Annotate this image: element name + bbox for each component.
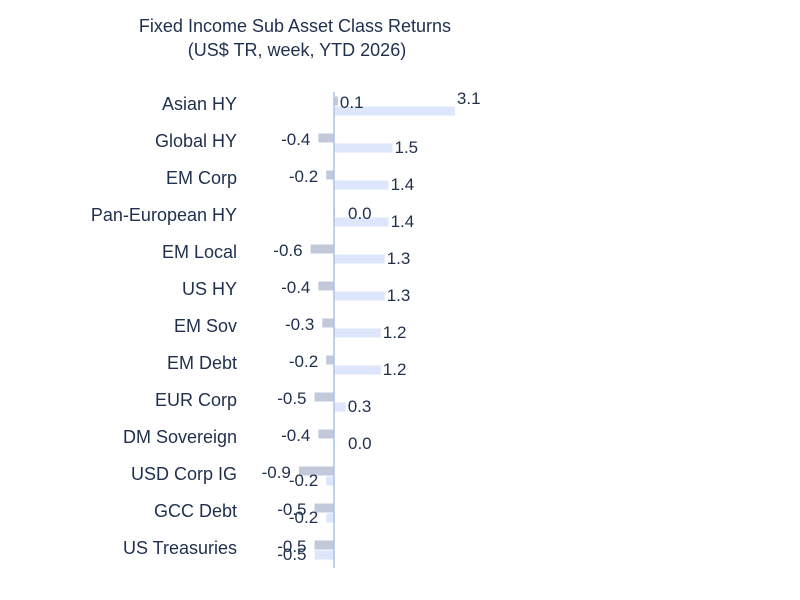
bar-series-1 [298, 466, 334, 476]
bar-series-2 [334, 291, 385, 301]
bar-series-2 [334, 217, 389, 227]
value-label-series-1: -0.4 [281, 278, 310, 297]
bar-series-1 [326, 170, 334, 180]
bar-series-2 [334, 106, 455, 116]
bar-series-1 [314, 392, 334, 402]
bar-series-1 [314, 503, 334, 513]
value-label-series-1: -0.6 [273, 241, 302, 260]
value-label-series-2: -0.2 [289, 471, 318, 490]
value-label-series-1: -0.2 [289, 352, 318, 371]
bar-series-2 [334, 254, 385, 264]
value-label-series-2: 1.3 [387, 249, 411, 268]
bar-series-2 [334, 402, 346, 412]
bar-series-1 [310, 244, 334, 254]
category-label: USD Corp IG [131, 464, 237, 484]
value-label-series-1: -0.4 [281, 426, 310, 445]
chart-title: Fixed Income Sub Asset Class Returns [139, 16, 451, 36]
category-label: EM Sov [174, 316, 237, 336]
bar-series-2 [314, 550, 334, 560]
category-label: US Treasuries [123, 538, 237, 558]
category-label: EUR Corp [155, 390, 237, 410]
value-label-series-2: 3.1 [457, 89, 481, 108]
value-label-series-1: -0.2 [289, 167, 318, 186]
bar-series-2 [326, 513, 334, 523]
bar-series-2 [334, 365, 381, 375]
labels-layer: Asian HY 0.1 3.1 Global HY -0.4 1.5 EM Corp -0.… [91, 89, 481, 564]
bar-series-1 [318, 429, 334, 439]
value-label-series-1: -0.9 [262, 463, 291, 482]
value-label-series-2: -0.5 [277, 545, 306, 564]
category-label: EM Corp [166, 168, 237, 188]
value-label-series-2: 1.4 [391, 175, 415, 194]
value-label-series-1: -0.5 [277, 537, 306, 556]
chart-subtitle: (US$ TR, week, YTD 2026) [188, 40, 406, 60]
value-label-series-2: -0.2 [289, 508, 318, 527]
value-label-series-2: 0.0 [348, 434, 372, 453]
value-label-series-1: 0.0 [348, 204, 372, 223]
bar-series-1 [334, 96, 338, 106]
value-label-series-2: 0.3 [348, 397, 372, 416]
value-label-series-1: -0.4 [281, 130, 310, 149]
bar-series-2 [326, 476, 334, 486]
category-label: US HY [182, 279, 237, 299]
value-label-series-2: 1.2 [383, 323, 407, 342]
bars-layer [298, 96, 455, 560]
value-label-series-2: 1.3 [387, 286, 411, 305]
category-label: GCC Debt [154, 501, 237, 521]
value-label-series-2: 1.2 [383, 360, 407, 379]
bar-series-1 [326, 355, 334, 365]
bar-series-2 [334, 180, 389, 190]
value-label-series-2: 1.4 [391, 212, 415, 231]
value-label-series-1: -0.5 [277, 389, 306, 408]
bar-series-1 [314, 540, 334, 550]
bar-series-1 [318, 133, 334, 143]
category-label: Pan-European HY [91, 205, 237, 225]
category-label: DM Sovereign [123, 427, 237, 447]
category-label: EM Debt [167, 353, 237, 373]
category-label: EM Local [162, 242, 237, 262]
value-label-series-1: -0.5 [277, 500, 306, 519]
bar-series-1 [318, 281, 334, 291]
value-label-series-2: 1.5 [395, 138, 419, 157]
value-label-series-1: 0.1 [340, 93, 364, 112]
value-label-series-1: -0.3 [285, 315, 314, 334]
category-label: Asian HY [162, 94, 237, 114]
bar-series-1 [322, 318, 334, 328]
bar-series-2 [334, 143, 393, 153]
category-label: Global HY [155, 131, 237, 151]
bar-series-2 [334, 328, 381, 338]
